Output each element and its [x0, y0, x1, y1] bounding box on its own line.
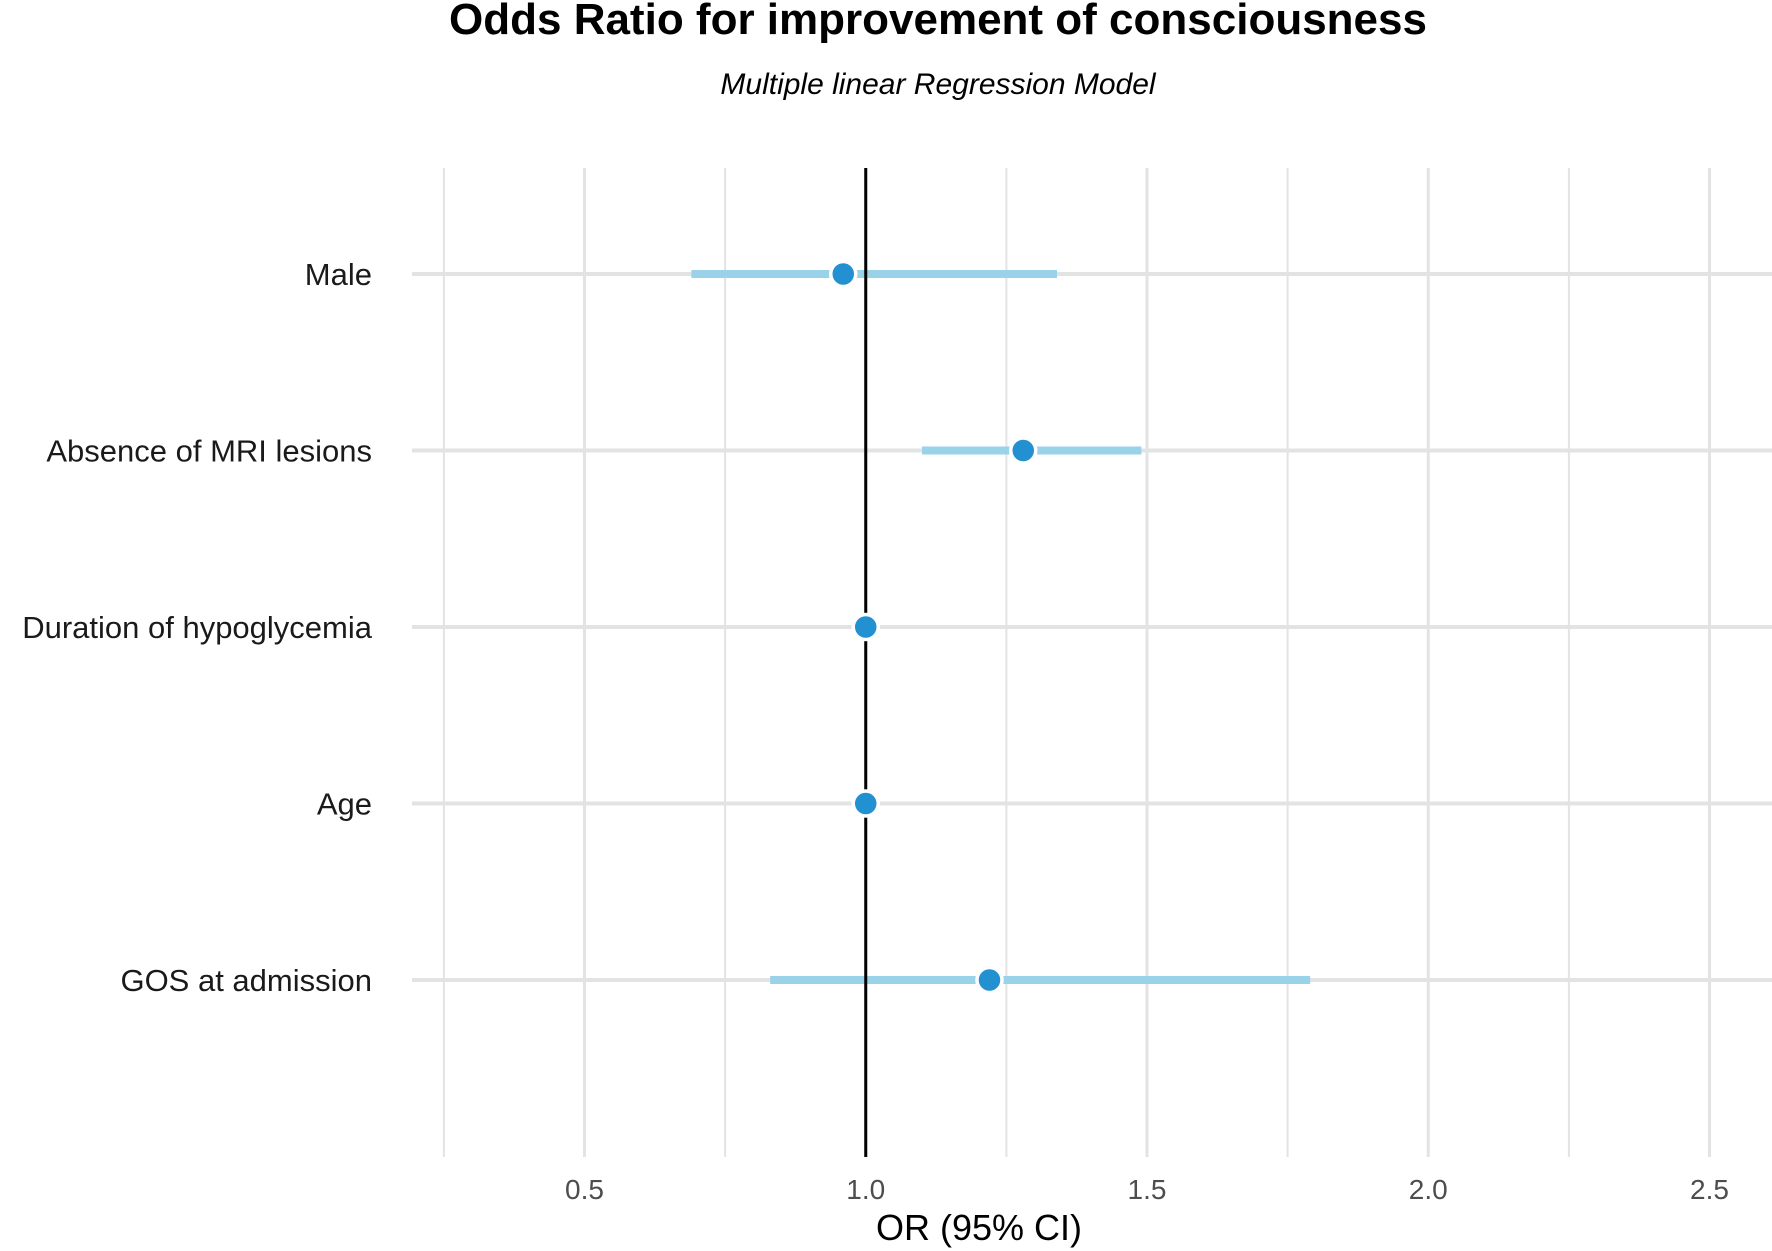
chart-subtitle: Multiple linear Regression Model: [720, 68, 1157, 101]
estimates: [829, 259, 1038, 995]
y-axis-labels: Male Absence of MRI lesions Duration of hy…: [22, 257, 373, 998]
estimate-point: [975, 965, 1004, 995]
x-tick-label: 0.5: [565, 1174, 604, 1205]
grid: [412, 168, 1772, 1157]
x-tick-label: 1.0: [846, 1174, 885, 1205]
y-axis-label: GOS at admission: [120, 963, 372, 998]
chart-title: Odds Ratio for improvement of consciousn…: [449, 0, 1427, 44]
y-axis-label: Duration of hypoglycemia: [22, 610, 373, 645]
estimate-point: [851, 612, 880, 642]
x-tick-label: 2.0: [1409, 1174, 1448, 1205]
estimate-point: [851, 789, 880, 818]
y-axis-label: Age: [317, 787, 372, 822]
x-tick-label: 2.5: [1690, 1174, 1729, 1205]
x-axis-label: OR (95% CI): [876, 1207, 1082, 1248]
x-tick-label: 1.5: [1128, 1174, 1167, 1205]
estimate-point: [829, 259, 858, 289]
x-axis-ticks: 0.5 1.0 1.5 2.0 2.5: [565, 1174, 1729, 1205]
y-axis-label: Absence of MRI lesions: [46, 434, 372, 469]
y-axis-label: Male: [305, 257, 372, 292]
estimate-point: [1009, 436, 1038, 465]
